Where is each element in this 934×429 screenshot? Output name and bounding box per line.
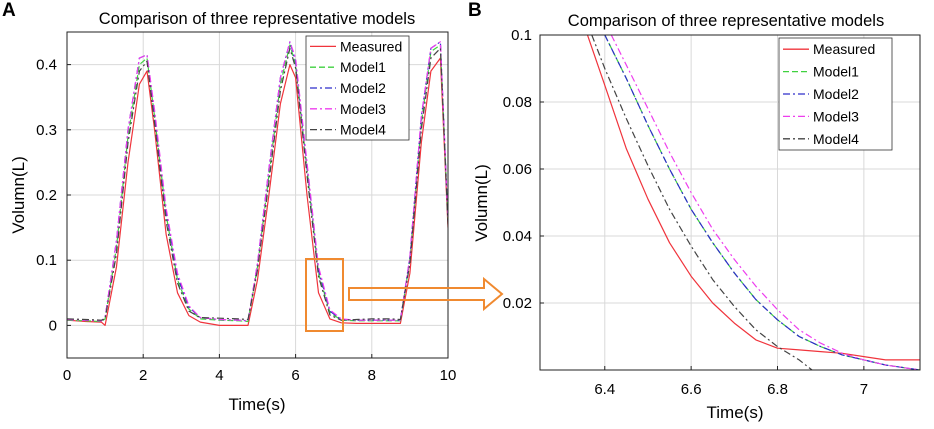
panel-b-xlabel: Time(s) [707, 403, 764, 422]
panel-a-xlabel: Time(s) [229, 395, 286, 414]
y-tick-label: 0.08 [503, 94, 532, 111]
panel-letter-a: A [2, 0, 16, 21]
legend-label-measured: Measured [813, 41, 875, 57]
y-tick-label: 0.1 [511, 27, 532, 44]
x-tick-label: 4 [215, 367, 223, 384]
series-line-model4 [67, 47, 448, 321]
panel-b: B Comparison of three representative mod… [468, 0, 921, 422]
x-tick-label: 10 [440, 367, 457, 384]
legend-label-model3: Model3 [813, 108, 859, 124]
zoom-arrow [348, 276, 504, 312]
panel-letter-b: B [468, 0, 482, 21]
legend-label-model4: Model4 [340, 122, 386, 138]
x-tick-label: 2 [139, 367, 147, 384]
panel-b-ticks: 6.4 6.6 6.8 7 0.02 0.04 0.06 0.08 0.1 [503, 27, 868, 398]
y-tick-label: 0.02 [503, 295, 532, 312]
series-line-model3 [67, 41, 448, 322]
x-tick-label: 6 [291, 367, 299, 384]
panel-a-ticks: 0 2 4 6 8 10 0 0.1 0.2 0.3 0.4 [36, 57, 456, 384]
panel-b-ylabel: Volumn(L) [472, 164, 491, 241]
series-line-measured [67, 57, 448, 326]
panel-b-title: Comparison of three representative model… [568, 12, 884, 30]
panel-a-title: Comparison of three representative model… [99, 10, 415, 28]
x-tick-label: 6.4 [594, 381, 615, 398]
y-tick-label: 0.1 [36, 252, 57, 269]
x-tick-label: 8 [368, 367, 376, 384]
panel-b-legend: Measured Model1 Model2 Model3 Model4 [778, 37, 893, 151]
y-tick-label: 0.2 [36, 187, 57, 204]
panel-a: A Comparison of three representative mod… [2, 0, 456, 414]
y-tick-label: 0 [49, 317, 57, 334]
panel-a-series [67, 41, 448, 326]
y-tick-label: 0.4 [36, 57, 57, 74]
zoom-highlight-box [305, 258, 344, 332]
x-tick-label: 6.6 [681, 381, 702, 398]
panel-a-legend: Measured Model1 Model2 Model3 Model4 [305, 35, 410, 141]
legend-label-model1: Model1 [813, 64, 859, 80]
legend-box [305, 35, 410, 141]
series-line-model4 [591, 35, 813, 370]
legend-label-model2: Model2 [340, 80, 386, 96]
panel-a-ylabel: Volumn(L) [9, 156, 28, 233]
legend-label-model4: Model4 [813, 131, 859, 147]
legend-label-model2: Model2 [813, 86, 859, 102]
legend-box [778, 37, 893, 151]
y-tick-label: 0.06 [503, 161, 532, 178]
series-line-model3 [610, 35, 920, 370]
x-tick-label: 6.8 [767, 381, 788, 398]
panel-b-axes-box [539, 34, 921, 371]
y-tick-label: 0.04 [503, 228, 532, 245]
legend-label-model1: Model1 [340, 59, 386, 75]
x-tick-label: 7 [860, 381, 868, 398]
panel-b-series [586, 35, 920, 370]
y-tick-label: 0.3 [36, 122, 57, 139]
legend-label-model3: Model3 [340, 101, 386, 117]
x-tick-label: 0 [63, 367, 71, 384]
series-line-measured [586, 35, 920, 361]
legend-label-measured: Measured [340, 38, 402, 54]
